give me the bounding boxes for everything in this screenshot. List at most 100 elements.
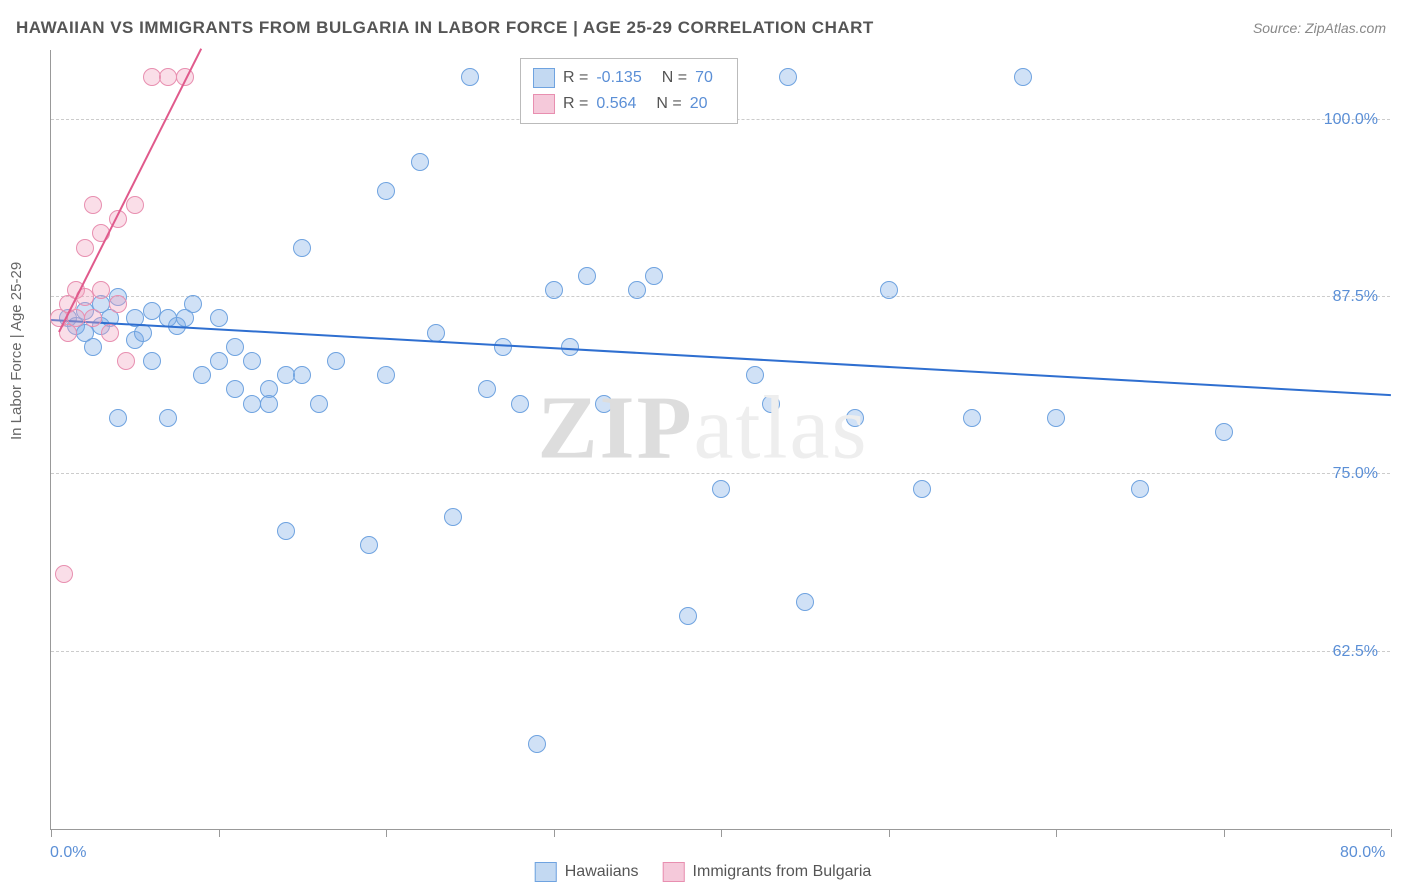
data-point [360,536,378,554]
data-point [260,395,278,413]
n-label: N = [656,95,681,113]
data-point [210,309,228,327]
data-point [963,409,981,427]
data-point [126,196,144,214]
data-point [444,508,462,526]
data-point [143,302,161,320]
data-point [595,395,613,413]
x-tick [219,829,220,837]
data-point [143,352,161,370]
data-point [210,352,228,370]
legend-swatch [663,862,685,882]
data-point [84,309,102,327]
legend-label: Immigrants from Bulgaria [693,863,872,881]
data-point [645,267,663,285]
data-point [545,281,563,299]
data-point [84,196,102,214]
data-point [76,239,94,257]
data-point [478,380,496,398]
x-tick [889,829,890,837]
gridline-h [51,473,1390,474]
data-point [494,338,512,356]
data-point [427,324,445,342]
y-tick-label: 62.5% [1333,643,1378,661]
data-point [55,565,73,583]
chart-title: HAWAIIAN VS IMMIGRANTS FROM BULGARIA IN … [16,18,874,38]
data-point [243,395,261,413]
series-swatch [533,68,555,88]
data-point [117,352,135,370]
data-point [101,324,119,342]
x-tick [721,829,722,837]
data-point [913,480,931,498]
x-tick [386,829,387,837]
data-point [226,380,244,398]
r-value: 0.564 [596,95,636,113]
legend-item: Immigrants from Bulgaria [663,862,872,882]
y-axis-label: In Labor Force | Age 25-29 [8,262,25,440]
x-tick [1224,829,1225,837]
data-point [310,395,328,413]
r-label: R = [563,95,588,113]
y-tick-label: 75.0% [1333,465,1378,483]
data-point [762,395,780,413]
data-point [712,480,730,498]
correlation-row: R = 0.564 N = 20 [533,91,725,117]
y-tick-label: 100.0% [1324,111,1378,129]
x-axis-label: 0.0% [50,844,86,862]
data-point [109,409,127,427]
data-point [277,366,295,384]
data-point [411,153,429,171]
plot-area: 62.5% 75.0% 87.5% 100.0% [50,50,1390,830]
data-point [511,395,529,413]
legend-item: Hawaiians [535,862,639,882]
x-tick [1056,829,1057,837]
legend: Hawaiians Immigrants from Bulgaria [535,862,872,882]
data-point [679,607,697,625]
data-point [1047,409,1065,427]
data-point [1131,480,1149,498]
gridline-h [51,651,1390,652]
correlation-box: R =-0.135N =70R =0.564N =20 [520,58,738,124]
data-point [779,68,797,86]
data-point [92,281,110,299]
source-attribution: Source: ZipAtlas.com [1253,20,1386,36]
data-point [746,366,764,384]
legend-swatch [535,862,557,882]
n-value: 70 [695,69,713,87]
data-point [109,295,127,313]
data-point [277,522,295,540]
data-point [1215,423,1233,441]
data-point [226,338,244,356]
n-value: 20 [690,95,708,113]
data-point [327,352,345,370]
gridline-h [51,296,1390,297]
correlation-row: R = -0.135 N = 70 [533,65,725,91]
data-point [628,281,646,299]
y-tick-label: 87.5% [1333,288,1378,306]
n-label: N = [662,69,687,87]
x-tick [554,829,555,837]
r-label: R = [563,69,588,87]
x-tick [1391,829,1392,837]
series-swatch [533,94,555,114]
data-point [846,409,864,427]
x-axis-label: 80.0% [1340,844,1385,862]
data-point [243,352,261,370]
data-point [143,68,161,86]
data-point [377,182,395,200]
x-tick [51,829,52,837]
legend-label: Hawaiians [565,863,639,881]
data-point [193,366,211,384]
data-point [1014,68,1032,86]
trend-line [58,48,202,333]
data-point [293,239,311,257]
data-point [293,366,311,384]
data-point [578,267,596,285]
data-point [796,593,814,611]
r-value: -0.135 [596,69,641,87]
data-point [159,409,177,427]
data-point [84,338,102,356]
data-point [880,281,898,299]
data-point [184,295,202,313]
